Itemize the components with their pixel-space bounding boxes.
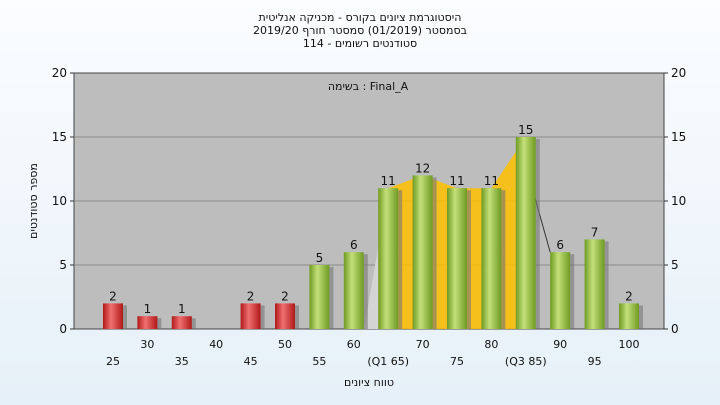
y-tick-label-right: 10 (671, 194, 686, 208)
x-tick-label: 80 (484, 338, 498, 351)
bar (275, 303, 295, 329)
x-tick-label: 25 (106, 355, 120, 368)
y-tick-label-right: 20 (671, 66, 686, 80)
bar-value-label: 6 (556, 238, 564, 252)
bar-value-label: 11 (449, 174, 464, 188)
bar-shadow (191, 318, 196, 329)
chart-title-line-3: סטודנטים רשומים - 114 (302, 37, 418, 50)
x-tick-label: 40 (209, 338, 223, 351)
bar (137, 316, 158, 329)
x-tick-label: (Q3 85) (505, 355, 547, 368)
y-tick-label-left: 10 (52, 194, 67, 208)
bar-value-label: 1 (178, 302, 186, 316)
bar-value-label: 15 (518, 123, 533, 137)
x-tick-label: 75 (450, 355, 464, 368)
x-tick-label: 45 (244, 355, 258, 368)
bar-value-label: 11 (381, 174, 396, 188)
bar (584, 239, 605, 329)
bar (171, 316, 192, 329)
bar-value-label: 2 (109, 289, 117, 303)
bar-shadow (398, 190, 403, 329)
bar (343, 252, 364, 329)
bar-value-label: 11 (484, 174, 499, 188)
bar-shadow (467, 190, 471, 329)
bar-value-label: 2 (625, 289, 633, 303)
y-tick-label-left: 5 (59, 258, 67, 272)
bar-shadow (432, 177, 437, 329)
x-tick-label: 70 (416, 338, 430, 351)
bar-shadow (570, 254, 575, 329)
bar-shadow (639, 305, 643, 329)
bar-shadow (604, 241, 609, 329)
x-axis-label: טווח ציונים (344, 376, 394, 389)
bar (412, 175, 433, 329)
y-tick-label-right: 5 (671, 258, 679, 272)
bar-value-label: 2 (281, 289, 289, 303)
x-tick-label: 35 (175, 355, 189, 368)
y-tick-label-right: 0 (671, 322, 679, 336)
bar (240, 303, 261, 329)
y-tick-label-left: 15 (52, 130, 67, 144)
x-tick-label: 60 (347, 338, 361, 351)
x-tick-label: 50 (278, 338, 292, 351)
bar-value-label: 5 (316, 251, 324, 265)
y-tick-label-right: 15 (671, 130, 686, 144)
y-tick-label-left: 0 (59, 322, 67, 336)
bar-value-label: 1 (144, 302, 152, 316)
bar-value-label: 7 (591, 225, 599, 239)
bar-shadow (535, 139, 540, 329)
bar (378, 188, 399, 329)
bar (481, 188, 502, 329)
x-tick-label: 95 (588, 355, 602, 368)
x-tick-label: 100 (619, 338, 640, 351)
x-tick-label: 90 (553, 338, 567, 351)
bar (619, 303, 639, 329)
bar-shadow (329, 267, 334, 329)
bar-value-label: 6 (350, 238, 358, 252)
bar-shadow (157, 318, 162, 329)
bar-shadow (363, 254, 368, 329)
bar (550, 252, 571, 329)
bar-value-label: 12 (415, 161, 430, 175)
x-tick-label: (Q1 65) (367, 355, 409, 368)
bar-shadow (501, 190, 506, 329)
x-tick-label: 30 (140, 338, 154, 351)
bar-value-label: 2 (247, 289, 255, 303)
y-axis-label: מספר סטודנטים (27, 163, 40, 239)
bar-shadow (260, 305, 265, 329)
y-tick-label-left: 20 (52, 66, 67, 80)
bar (447, 188, 467, 329)
bar (103, 303, 123, 329)
chart-title-line-2: בסמסטר (01/2019) סמסטר חורף 2019/20 (253, 24, 467, 37)
bar (515, 137, 536, 329)
bar-shadow (295, 305, 299, 329)
bar (309, 265, 330, 329)
chart-annotation: בשימה : Final_A (328, 80, 409, 93)
x-tick-label: 55 (312, 355, 326, 368)
chart-title-line-1: היסטוגרמת ציונים בקורס - מכניקה אנליטית (258, 11, 462, 24)
bar-shadow (123, 305, 127, 329)
